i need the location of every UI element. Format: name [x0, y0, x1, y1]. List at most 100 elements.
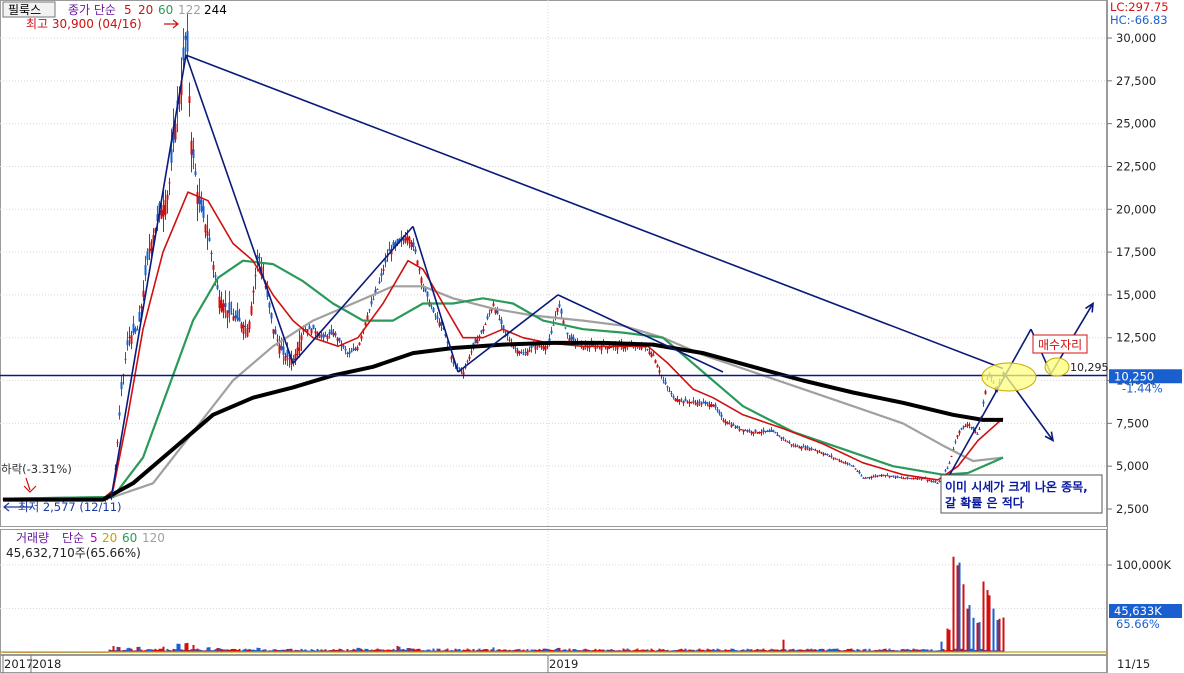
- volume-bar: [348, 650, 351, 652]
- volume-bar: [582, 649, 585, 652]
- volume-bar: [914, 649, 917, 652]
- candle-body: [892, 475, 895, 477]
- volume-bar: [534, 649, 537, 652]
- volume-bar: [170, 650, 173, 652]
- volume-bar: [574, 649, 577, 652]
- volume-bar: [920, 649, 923, 652]
- candle-body: [534, 346, 537, 350]
- candle-body: [282, 346, 285, 355]
- candle-body: [798, 446, 801, 449]
- volume-readout: 45,632,710주(65.66%): [6, 546, 141, 560]
- candle-body: [786, 441, 789, 443]
- candle-body: [364, 322, 367, 326]
- volume-bar: [182, 649, 185, 652]
- volume-bar: [692, 649, 695, 652]
- volume-bar: [132, 650, 135, 652]
- candle-body: [356, 347, 359, 351]
- volume-bar: [434, 650, 437, 652]
- candle-body: [564, 327, 567, 329]
- volume-bar: [154, 648, 157, 652]
- candle-body: [478, 336, 481, 338]
- volume-bar: [830, 649, 833, 652]
- volume-bar: [580, 650, 583, 652]
- volume-bar: [472, 648, 475, 652]
- volume-bar: [420, 650, 423, 652]
- stock-name-box[interactable]: [2, 1, 56, 18]
- candle-body: [684, 398, 687, 402]
- y-tick-label: 15,000: [1116, 288, 1156, 302]
- candle-body: [194, 171, 197, 176]
- candle-body: [640, 346, 643, 350]
- buy-zone-label: 매수자리: [1038, 338, 1082, 352]
- candle-body: [788, 442, 791, 444]
- volume-bar: [290, 648, 293, 652]
- candle-body: [292, 358, 295, 360]
- volume-bar: [560, 650, 563, 652]
- candle-body: [154, 228, 157, 234]
- candle-body: [672, 396, 675, 398]
- volume-bar: [896, 650, 899, 652]
- volume-bar: [450, 650, 453, 652]
- volume-bar: [330, 650, 333, 652]
- volume-bar: [728, 649, 731, 652]
- volume-bar: [988, 595, 991, 652]
- volume-bar: [602, 649, 605, 652]
- volume-bar: [730, 648, 733, 652]
- candle-body: [234, 315, 237, 319]
- candle-body: [898, 477, 901, 479]
- candle-body: [286, 349, 289, 357]
- volume-bar: [550, 649, 553, 652]
- candle-body: [830, 455, 833, 457]
- volume-bar: [636, 648, 639, 652]
- volume-bar: [410, 648, 413, 652]
- candle-body: [610, 346, 613, 348]
- volume-pct-tag: 65.66%: [1116, 617, 1160, 631]
- volume-bar: [224, 649, 227, 652]
- volume-bar: [756, 648, 759, 652]
- candle-body: [268, 302, 271, 308]
- candle-body: [284, 355, 287, 361]
- candle-body: [178, 95, 181, 105]
- volume-bar: [398, 646, 401, 652]
- candle-body: [274, 329, 277, 335]
- volume-bar: [810, 648, 813, 652]
- candle-body: [240, 323, 243, 329]
- candle-body: [764, 430, 767, 432]
- volume-bar: [782, 639, 785, 652]
- volume-bar: [748, 649, 751, 652]
- volume-bar: [962, 584, 965, 652]
- volume-bar: [624, 649, 627, 652]
- volume-bar: [350, 650, 353, 652]
- candle-body: [584, 344, 587, 347]
- candle-body: [408, 237, 411, 244]
- candle-body: [860, 475, 863, 477]
- volume-bar: [256, 647, 259, 652]
- candle-body: [712, 404, 715, 407]
- volume-bar: [346, 648, 349, 652]
- vol-period-20: 20: [102, 531, 117, 545]
- volume-bar: [886, 650, 889, 652]
- volume-bar: [940, 641, 943, 652]
- candle-body: [442, 327, 445, 330]
- volume-bar: [876, 650, 879, 652]
- candle-body: [808, 448, 811, 451]
- volume-bar: [836, 648, 839, 652]
- volume-bar: [284, 649, 287, 652]
- volume-bar: [522, 649, 525, 652]
- volume-bar: [792, 648, 795, 652]
- candle-body: [392, 241, 395, 248]
- volume-bar: [684, 648, 687, 652]
- volume-bar: [282, 649, 285, 652]
- y-tick-label: 17,500: [1116, 245, 1156, 259]
- candle-body: [720, 414, 723, 417]
- candle-body: [528, 349, 531, 352]
- volume-bar: [934, 650, 937, 652]
- candle-body: [548, 338, 551, 343]
- candle-body: [456, 366, 459, 368]
- volume-bar: [492, 647, 495, 652]
- candle-body: [706, 402, 709, 404]
- volume-bar: [508, 649, 511, 652]
- volume-bar: [852, 649, 855, 652]
- volume-bar: [216, 647, 219, 652]
- volume-bar: [744, 650, 747, 652]
